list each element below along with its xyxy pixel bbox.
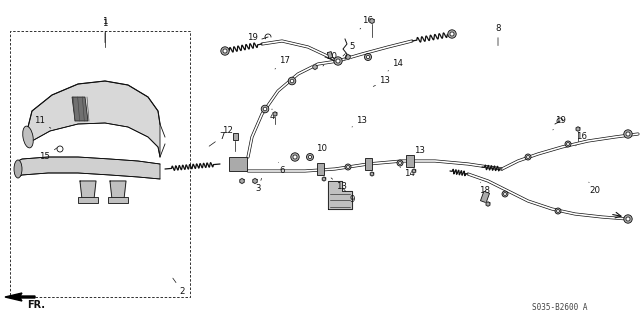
- Circle shape: [525, 154, 531, 160]
- Text: 20: 20: [323, 53, 337, 66]
- Circle shape: [345, 164, 351, 170]
- Text: 13: 13: [331, 178, 348, 191]
- Text: 17: 17: [275, 56, 291, 69]
- Circle shape: [307, 153, 314, 160]
- Circle shape: [399, 162, 401, 164]
- Circle shape: [365, 54, 371, 61]
- Text: 8: 8: [495, 25, 500, 46]
- Polygon shape: [232, 133, 237, 140]
- Circle shape: [626, 217, 630, 221]
- Polygon shape: [313, 64, 317, 70]
- Polygon shape: [5, 293, 35, 301]
- Text: 20: 20: [589, 182, 600, 196]
- Polygon shape: [370, 19, 374, 24]
- Text: S035-B2600 A: S035-B2600 A: [532, 302, 588, 311]
- Text: 10: 10: [311, 145, 328, 156]
- Circle shape: [527, 156, 529, 159]
- Text: 2: 2: [173, 278, 185, 295]
- Circle shape: [626, 132, 630, 136]
- Polygon shape: [28, 81, 160, 157]
- Text: 1: 1: [102, 19, 108, 43]
- Circle shape: [366, 56, 370, 59]
- Circle shape: [221, 47, 229, 55]
- Text: 11: 11: [35, 116, 51, 128]
- Circle shape: [450, 32, 454, 36]
- Text: 16: 16: [576, 132, 588, 146]
- Text: 13: 13: [373, 77, 390, 86]
- Ellipse shape: [22, 126, 33, 148]
- Polygon shape: [72, 97, 88, 121]
- Text: 14: 14: [400, 167, 415, 179]
- Text: 1: 1: [102, 17, 108, 26]
- Polygon shape: [273, 112, 277, 116]
- Circle shape: [290, 79, 294, 83]
- Polygon shape: [406, 155, 413, 167]
- Circle shape: [565, 141, 571, 147]
- Circle shape: [223, 49, 227, 53]
- Polygon shape: [328, 181, 352, 209]
- Polygon shape: [371, 172, 374, 176]
- Circle shape: [557, 210, 559, 212]
- Polygon shape: [18, 157, 160, 179]
- Text: 19: 19: [553, 116, 565, 130]
- Circle shape: [336, 59, 340, 63]
- Circle shape: [334, 57, 342, 65]
- Circle shape: [448, 30, 456, 38]
- Text: 13: 13: [352, 116, 367, 127]
- Text: 19: 19: [246, 33, 262, 44]
- Bar: [108, 197, 128, 203]
- Circle shape: [57, 146, 63, 152]
- Polygon shape: [240, 179, 244, 183]
- Circle shape: [566, 143, 570, 145]
- Text: 18: 18: [479, 182, 490, 196]
- Circle shape: [555, 208, 561, 214]
- Circle shape: [293, 155, 297, 159]
- Polygon shape: [346, 55, 350, 60]
- Circle shape: [624, 130, 632, 138]
- Polygon shape: [365, 158, 371, 170]
- Polygon shape: [253, 179, 257, 183]
- Circle shape: [288, 77, 296, 85]
- Text: 4: 4: [269, 109, 275, 122]
- Polygon shape: [80, 181, 96, 199]
- Polygon shape: [317, 163, 323, 175]
- Text: 7: 7: [209, 132, 225, 146]
- Polygon shape: [110, 181, 126, 199]
- Polygon shape: [576, 127, 580, 131]
- Bar: [78, 197, 98, 203]
- Circle shape: [308, 155, 312, 159]
- Text: 12: 12: [223, 127, 237, 140]
- Text: FR.: FR.: [27, 300, 45, 310]
- Circle shape: [397, 160, 403, 166]
- Text: 13: 13: [409, 146, 426, 160]
- Polygon shape: [323, 177, 326, 181]
- Polygon shape: [412, 169, 416, 173]
- Polygon shape: [481, 191, 490, 203]
- Circle shape: [502, 191, 508, 197]
- Polygon shape: [327, 52, 333, 58]
- Circle shape: [261, 105, 269, 113]
- Text: 6: 6: [278, 162, 285, 175]
- Circle shape: [263, 107, 267, 111]
- Circle shape: [347, 166, 349, 168]
- Text: 14: 14: [388, 60, 403, 71]
- Polygon shape: [486, 202, 490, 206]
- Text: 3: 3: [255, 178, 262, 194]
- Ellipse shape: [14, 160, 22, 178]
- Circle shape: [624, 215, 632, 223]
- Text: 15: 15: [40, 148, 57, 161]
- Text: 9: 9: [343, 188, 355, 204]
- Text: 5: 5: [343, 42, 355, 56]
- Bar: [229, 157, 247, 171]
- Circle shape: [291, 153, 300, 161]
- Circle shape: [504, 193, 506, 196]
- Text: 16: 16: [360, 17, 374, 29]
